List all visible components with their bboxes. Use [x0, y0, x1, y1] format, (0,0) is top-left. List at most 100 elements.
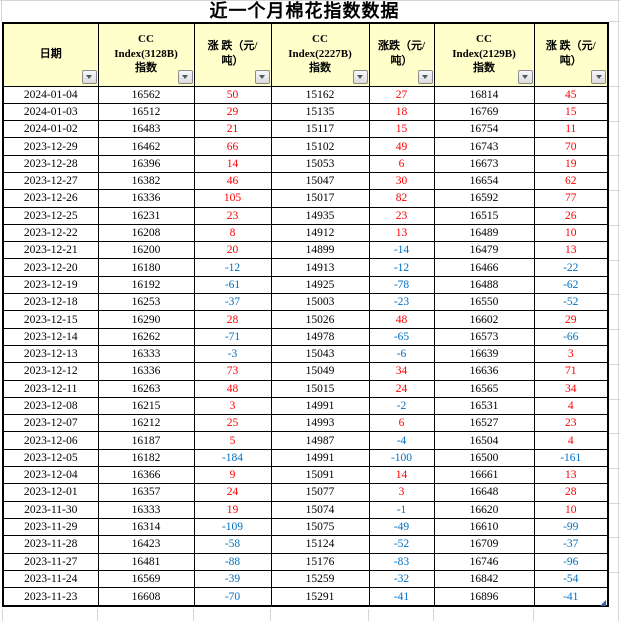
change-2227b-cell[interactable]: 34 — [368, 362, 435, 381]
change-2227b-cell[interactable]: -32 — [368, 569, 435, 589]
change-2227b-cell[interactable]: -12 — [368, 258, 435, 277]
index-2227b-cell[interactable]: 15077 — [270, 483, 370, 502]
index-3128b-cell[interactable]: 16462 — [97, 137, 195, 156]
change-3128b-cell[interactable]: -58 — [193, 535, 272, 554]
index-2227b-cell[interactable]: 15043 — [270, 344, 370, 364]
change-2227b-cell[interactable]: -100 — [368, 448, 435, 468]
index-3128b-cell[interactable]: 16231 — [97, 206, 195, 225]
date-cell[interactable]: 2023-11-30 — [2, 500, 99, 519]
index-2227b-cell[interactable]: 15049 — [270, 362, 370, 381]
index-3128b-cell[interactable]: 16336 — [97, 189, 195, 208]
change-3128b-cell[interactable]: -61 — [193, 275, 272, 295]
index-3128b-cell[interactable]: 16192 — [97, 275, 195, 295]
change-3128b-cell[interactable]: 73 — [193, 362, 272, 381]
change-2227b-cell[interactable]: 23 — [368, 206, 435, 225]
date-cell[interactable]: 2023-12-26 — [2, 189, 99, 208]
change-2129b-cell[interactable]: -99 — [533, 517, 609, 537]
change-2227b-cell[interactable]: 6 — [368, 154, 435, 173]
change-2227b-cell[interactable]: 6 — [368, 414, 435, 433]
change-3128b-cell[interactable]: 25 — [193, 414, 272, 433]
date-cell[interactable]: 2023-12-29 — [2, 137, 99, 156]
change-2227b-cell[interactable]: 49 — [368, 137, 435, 156]
index-3128b-cell[interactable]: 16366 — [97, 466, 195, 485]
index-2227b-cell[interactable]: 15026 — [270, 310, 370, 329]
change-3128b-cell[interactable]: 3 — [193, 396, 272, 416]
date-cell[interactable]: 2023-12-27 — [2, 171, 99, 191]
index-2129b-cell[interactable]: 16500 — [433, 448, 535, 468]
index-2227b-cell[interactable]: 15176 — [270, 552, 370, 571]
index-3128b-cell[interactable]: 16562 — [97, 85, 195, 104]
change-3128b-cell[interactable]: -70 — [193, 587, 272, 607]
date-cell[interactable]: 2023-12-01 — [2, 483, 99, 502]
date-cell[interactable]: 2024-01-04 — [2, 85, 99, 104]
change-3128b-cell[interactable]: -88 — [193, 552, 272, 571]
filter-dropdown-button[interactable] — [352, 69, 368, 84]
index-2227b-cell[interactable]: 15117 — [270, 120, 370, 139]
change-3128b-cell[interactable]: 19 — [193, 500, 272, 519]
index-2227b-cell[interactable]: 14913 — [270, 258, 370, 277]
change-2129b-cell[interactable]: 3 — [533, 344, 609, 364]
filter-dropdown-button[interactable] — [417, 69, 433, 84]
index-3128b-cell[interactable]: 16263 — [97, 379, 195, 398]
index-2129b-cell[interactable]: 16489 — [433, 223, 535, 243]
index-2129b-cell[interactable]: 16743 — [433, 137, 535, 156]
index-3128b-cell[interactable]: 16333 — [97, 500, 195, 519]
change-2129b-cell[interactable]: -52 — [533, 293, 609, 312]
index-2129b-cell[interactable]: 16565 — [433, 379, 535, 398]
filter-dropdown-button[interactable] — [517, 69, 533, 84]
change-3128b-cell[interactable]: 23 — [193, 206, 272, 225]
change-2129b-cell[interactable]: -37 — [533, 535, 609, 554]
date-cell[interactable]: 2023-12-28 — [2, 154, 99, 173]
change-2129b-cell[interactable]: -41 — [533, 587, 609, 607]
date-cell[interactable]: 2023-12-20 — [2, 258, 99, 277]
change-2129b-cell[interactable]: 4 — [533, 396, 609, 416]
date-cell[interactable]: 2023-12-08 — [2, 396, 99, 416]
index-2129b-cell[interactable]: 16648 — [433, 483, 535, 502]
change-2129b-cell[interactable]: 10 — [533, 223, 609, 243]
index-2227b-cell[interactable]: 15124 — [270, 535, 370, 554]
change-2227b-cell[interactable]: -6 — [368, 344, 435, 364]
index-2129b-cell[interactable]: 16515 — [433, 206, 535, 225]
change-2227b-cell[interactable]: 18 — [368, 102, 435, 122]
change-3128b-cell[interactable]: -109 — [193, 517, 272, 537]
date-cell[interactable]: 2023-11-27 — [2, 552, 99, 571]
index-3128b-cell[interactable]: 16187 — [97, 431, 195, 450]
date-cell[interactable]: 2023-12-07 — [2, 414, 99, 433]
change-2129b-cell[interactable]: -66 — [533, 327, 609, 346]
change-2129b-cell[interactable]: -96 — [533, 552, 609, 571]
date-cell[interactable]: 2024-01-02 — [2, 120, 99, 139]
table-resize-handle[interactable] — [600, 600, 606, 606]
change-2129b-cell[interactable]: 71 — [533, 362, 609, 381]
index-3128b-cell[interactable]: 16333 — [97, 344, 195, 364]
date-cell[interactable]: 2024-01-03 — [2, 102, 99, 122]
change-2227b-cell[interactable]: 15 — [368, 120, 435, 139]
change-2129b-cell[interactable]: 10 — [533, 500, 609, 519]
change-2227b-cell[interactable]: 24 — [368, 379, 435, 398]
change-3128b-cell[interactable]: 21 — [193, 120, 272, 139]
index-3128b-cell[interactable]: 16608 — [97, 587, 195, 607]
index-2129b-cell[interactable]: 16602 — [433, 310, 535, 329]
index-2129b-cell[interactable]: 16654 — [433, 171, 535, 191]
change-2227b-cell[interactable]: 13 — [368, 223, 435, 243]
change-2227b-cell[interactable]: -41 — [368, 587, 435, 607]
date-cell[interactable]: 2023-12-11 — [2, 379, 99, 398]
change-2227b-cell[interactable]: -1 — [368, 500, 435, 519]
index-3128b-cell[interactable]: 16569 — [97, 569, 195, 589]
index-2227b-cell[interactable]: 15091 — [270, 466, 370, 485]
index-2129b-cell[interactable]: 16527 — [433, 414, 535, 433]
index-2129b-cell[interactable]: 16673 — [433, 154, 535, 173]
change-2227b-cell[interactable]: -65 — [368, 327, 435, 346]
change-2227b-cell[interactable]: 30 — [368, 171, 435, 191]
change-3128b-cell[interactable]: 50 — [193, 85, 272, 104]
index-2129b-cell[interactable]: 16814 — [433, 85, 535, 104]
change-3128b-cell[interactable]: 48 — [193, 379, 272, 398]
index-2129b-cell[interactable]: 16709 — [433, 535, 535, 554]
change-2129b-cell[interactable]: 70 — [533, 137, 609, 156]
date-cell[interactable]: 2023-11-28 — [2, 535, 99, 554]
index-2129b-cell[interactable]: 16466 — [433, 258, 535, 277]
index-2129b-cell[interactable]: 16488 — [433, 275, 535, 295]
index-2129b-cell[interactable]: 16504 — [433, 431, 535, 450]
index-2227b-cell[interactable]: 15291 — [270, 587, 370, 607]
date-cell[interactable]: 2023-12-19 — [2, 275, 99, 295]
index-2227b-cell[interactable]: 14991 — [270, 448, 370, 468]
